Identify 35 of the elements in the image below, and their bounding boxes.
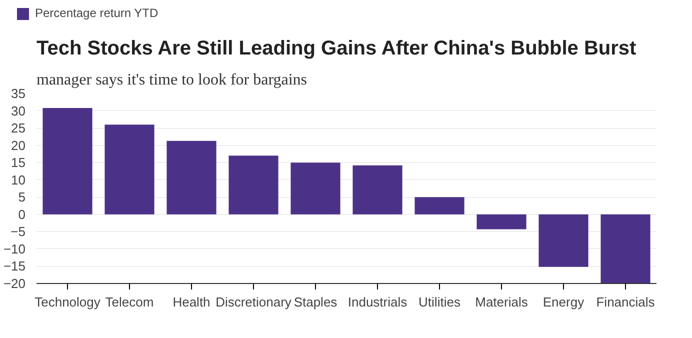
y-tick-label: 35	[11, 86, 26, 101]
y-tick-label: −15	[3, 258, 26, 274]
bar	[538, 214, 588, 267]
y-tick-label: 30	[11, 102, 26, 118]
bar	[414, 196, 464, 214]
y-tick-label: 0	[18, 206, 26, 222]
x-tick-label: Materials	[475, 294, 528, 310]
x-tick-label: Financials	[596, 294, 656, 310]
y-tick-label: 15	[11, 154, 26, 170]
y-tick-label: −20	[3, 276, 26, 291]
x-tick-label: Technology	[34, 294, 101, 310]
x-tick-label: Utilities	[418, 294, 461, 310]
x-tick-label: Energy	[542, 294, 585, 310]
bar	[104, 124, 154, 214]
x-tick-label: Health	[172, 294, 210, 310]
y-tick-label: −10	[3, 241, 26, 256]
chart-title: Tech Stocks Are Still Leading Gains After China's Bubble Burst	[36, 37, 637, 60]
x-tick-label: Staples	[294, 294, 338, 310]
y-tick-label: 25	[11, 120, 26, 136]
chart-subtitle: manager says it's time to look for bargains	[36, 71, 308, 88]
y-tick-label: 20	[11, 138, 26, 153]
y-tick-label: 5	[18, 189, 26, 204]
x-tick-label: Industrials	[348, 294, 408, 310]
legend-label: Percentage return YTD	[34, 5, 158, 22]
y-tick-label: 10	[11, 172, 26, 188]
x-tick-label: Discretionary	[216, 294, 292, 310]
x-tick-label: Telecom	[105, 294, 154, 310]
bar	[290, 162, 340, 214]
bar	[600, 214, 650, 284]
bar	[166, 140, 216, 214]
bar	[228, 155, 278, 214]
bar	[476, 214, 526, 229]
bar	[352, 165, 402, 214]
y-tick-label: −5	[10, 224, 26, 239]
bar	[42, 108, 92, 214]
